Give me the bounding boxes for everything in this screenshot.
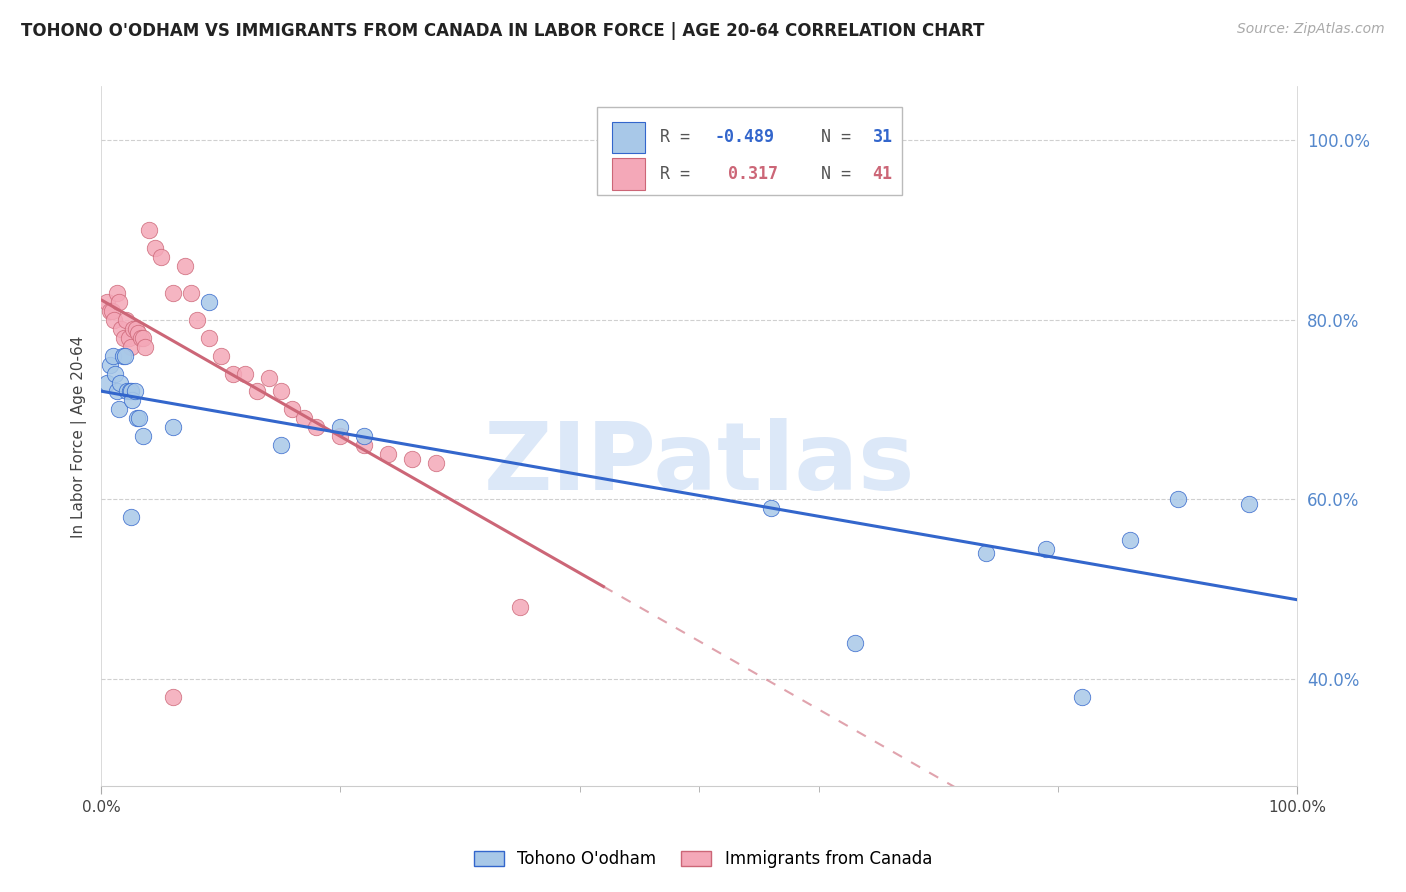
Point — [209, 349, 232, 363]
Point — [96, 294, 118, 309]
Point — [1070, 690, 1092, 704]
Point — [353, 438, 375, 452]
Y-axis label: In Labor Force | Age 20-64: In Labor Force | Age 20-64 — [72, 335, 87, 538]
Point — [197, 331, 219, 345]
Point — [120, 510, 142, 524]
Point — [270, 438, 292, 452]
Point — [143, 241, 166, 255]
Point — [101, 349, 124, 363]
Point — [162, 285, 184, 300]
Point — [353, 429, 375, 443]
Text: N =: N = — [801, 128, 860, 146]
Point — [98, 303, 121, 318]
Point — [186, 312, 208, 326]
Point — [124, 384, 146, 399]
Point — [844, 636, 866, 650]
Text: 0.317: 0.317 — [728, 165, 778, 183]
Point — [222, 367, 245, 381]
FancyBboxPatch shape — [598, 107, 903, 194]
Point — [121, 393, 143, 408]
Point — [401, 451, 423, 466]
Point — [111, 349, 134, 363]
Point — [105, 384, 128, 399]
Point — [127, 326, 149, 340]
Point — [114, 349, 136, 363]
Text: ZIPatlas: ZIPatlas — [484, 418, 915, 510]
Text: TOHONO O'ODHAM VS IMMIGRANTS FROM CANADA IN LABOR FORCE | AGE 20-64 CORRELATION : TOHONO O'ODHAM VS IMMIGRANTS FROM CANADA… — [21, 22, 984, 40]
Bar — [612, 158, 645, 190]
Text: 31: 31 — [873, 128, 893, 146]
Point — [162, 420, 184, 434]
Point — [125, 411, 148, 425]
Text: R =: R = — [659, 128, 700, 146]
Point — [117, 331, 139, 345]
Point — [1167, 492, 1189, 507]
Point — [246, 384, 269, 399]
Point — [96, 376, 118, 390]
Point — [115, 312, 138, 326]
Point — [117, 384, 139, 399]
Text: 41: 41 — [873, 165, 893, 183]
Point — [118, 384, 141, 399]
Point — [108, 402, 131, 417]
Point — [281, 402, 304, 417]
Text: N =: N = — [801, 165, 860, 183]
Point — [329, 429, 352, 443]
Bar — [612, 121, 645, 153]
Point — [132, 331, 155, 345]
Text: -0.489: -0.489 — [714, 128, 775, 146]
Point — [122, 321, 145, 335]
Point — [759, 501, 782, 516]
Legend: Tohono O'odham, Immigrants from Canada: Tohono O'odham, Immigrants from Canada — [467, 844, 939, 875]
Point — [1239, 497, 1261, 511]
Point — [197, 294, 219, 309]
Point — [112, 331, 135, 345]
Point — [377, 447, 399, 461]
Point — [132, 429, 155, 443]
Point — [425, 456, 447, 470]
Point — [305, 420, 328, 434]
Point — [270, 384, 292, 399]
Point — [110, 376, 132, 390]
Point — [173, 259, 195, 273]
Point — [120, 384, 142, 399]
Point — [180, 285, 202, 300]
Point — [149, 250, 172, 264]
Point — [105, 285, 128, 300]
Point — [509, 599, 531, 614]
Point — [233, 367, 256, 381]
Point — [1035, 541, 1057, 556]
Point — [294, 411, 316, 425]
Point — [103, 312, 125, 326]
Text: R =: R = — [659, 165, 710, 183]
Point — [98, 358, 121, 372]
Point — [134, 340, 156, 354]
Point — [162, 690, 184, 704]
Point — [128, 411, 150, 425]
Point — [138, 223, 160, 237]
Point — [110, 321, 132, 335]
Point — [125, 321, 148, 335]
Point — [108, 294, 131, 309]
Point — [129, 331, 152, 345]
Point — [1119, 533, 1142, 547]
Point — [101, 303, 124, 318]
Point — [974, 546, 997, 560]
Point — [120, 340, 142, 354]
Point — [257, 371, 280, 385]
Point — [329, 420, 352, 434]
Point — [104, 367, 127, 381]
Text: Source: ZipAtlas.com: Source: ZipAtlas.com — [1237, 22, 1385, 37]
